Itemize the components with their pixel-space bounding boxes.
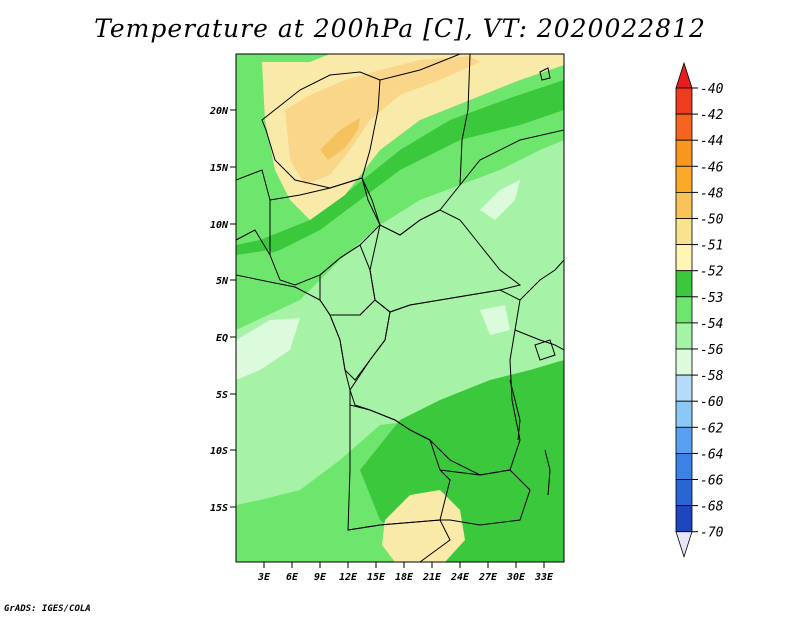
legend-label: -64 <box>700 447 723 462</box>
lon-label-6e: 6E <box>286 572 299 583</box>
legend-swatch <box>675 191 693 219</box>
lon-label-21e: 21E <box>422 572 442 583</box>
field-pale-patch-east <box>480 180 520 220</box>
lon-label-30e: 30E <box>506 572 526 583</box>
legend-swatch <box>675 218 693 246</box>
legend-label: -70 <box>700 526 724 541</box>
longitude-axis <box>263 562 545 568</box>
legend-label: -48 <box>700 186 724 201</box>
legend-swatch <box>675 165 693 193</box>
lon-label-24e: 24E <box>450 572 470 583</box>
field-green-west-coast <box>236 250 290 300</box>
lat-label-15n: 15N <box>210 163 229 174</box>
lake-malawi <box>544 449 551 496</box>
color-legend: -40 -42 -44 -46 -48 -50 -51 -52 -53 -54 -56 -58 -60 -… <box>675 61 724 559</box>
legend-swatch <box>675 270 693 298</box>
border-west-coast <box>236 229 271 256</box>
legend-swatch <box>675 479 693 507</box>
lat-label-5n: 5N <box>216 276 229 287</box>
legend-label: -58 <box>700 369 724 384</box>
lake-victoria <box>534 339 556 361</box>
legend-label: -62 <box>700 421 724 436</box>
lon-label-12e: 12E <box>339 572 358 583</box>
map-title: Temperature at 200hPa [C], VT: 202002281… <box>94 14 706 43</box>
legend-label: -54 <box>700 317 723 332</box>
legend-label: -60 <box>700 395 724 410</box>
lon-label-27e: 27E <box>478 572 498 583</box>
border-east-lakes <box>514 329 564 351</box>
legend-label: -56 <box>700 343 724 358</box>
legend-swatch <box>675 452 693 480</box>
grads-credit: GrADS: IGES/COLA <box>4 604 91 614</box>
lat-label-5s: 5S <box>216 390 228 401</box>
lat-label-eq: EQ <box>216 333 228 344</box>
legend-label: -42 <box>700 108 724 123</box>
legend-swatch <box>675 400 693 428</box>
northern-lake-outline <box>539 67 551 81</box>
legend-swatch <box>675 348 693 376</box>
lon-label-15e: 15E <box>367 572 386 583</box>
legend-label: -68 <box>700 500 724 515</box>
lat-label-20n: 20N <box>209 106 229 117</box>
field-pale-patch-central <box>480 305 510 335</box>
legend-label: -44 <box>700 134 723 149</box>
border-ocean-coast <box>236 274 351 405</box>
lat-label-10n: 10N <box>210 220 229 231</box>
legend-top-arrow <box>675 61 693 89</box>
lon-label-33e: 33E <box>534 572 554 583</box>
legend-label: -52 <box>700 265 724 280</box>
legend-swatch <box>675 426 693 454</box>
border-niger <box>261 71 381 189</box>
border-west-africa <box>236 169 271 201</box>
lake-tanganyika <box>509 379 521 441</box>
country-borders <box>236 54 564 562</box>
legend-label: -40 <box>700 82 724 97</box>
field-pale-patch-west <box>236 318 300 380</box>
legend-label: -46 <box>700 160 724 175</box>
legend-swatch <box>675 244 693 272</box>
legend-swatch <box>675 322 693 350</box>
lon-label-9e: 9E <box>314 572 327 583</box>
border-south <box>347 519 451 562</box>
legend-swatch <box>675 87 693 115</box>
legend-bottom-arrow <box>675 531 693 559</box>
border-sudan <box>459 129 564 186</box>
legend-label: -51 <box>700 239 723 254</box>
lon-label-18e: 18E <box>395 572 414 583</box>
map-frame <box>235 53 565 563</box>
lat-label-15s: 15S <box>210 503 228 514</box>
latitude-axis <box>230 109 236 508</box>
legend-swatch <box>675 139 693 167</box>
lon-label-3e: 3E <box>257 572 271 583</box>
legend-swatch <box>675 113 693 141</box>
border-zambia <box>439 469 531 526</box>
legend-swatch <box>675 505 693 533</box>
legend-swatch <box>675 296 693 324</box>
legend-swatch <box>675 374 693 402</box>
border-angola <box>347 404 451 531</box>
legend-label: -66 <box>700 474 724 489</box>
border-east <box>519 259 564 301</box>
legend-label: -53 <box>700 291 723 306</box>
lat-label-10s: 10S <box>210 446 228 457</box>
legend-label: -50 <box>700 213 724 228</box>
field-yellow-dark-core <box>320 118 360 160</box>
